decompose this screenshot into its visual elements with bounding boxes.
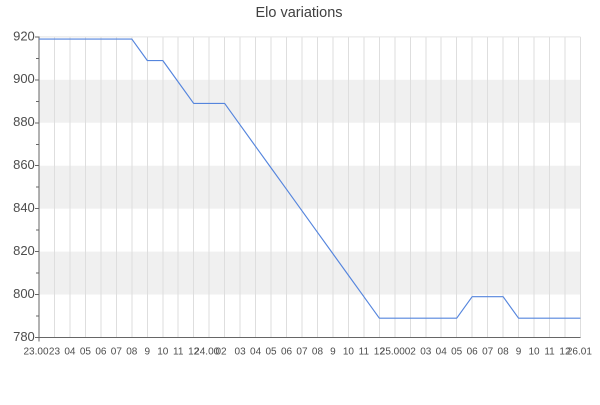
svg-text:08: 08 (312, 347, 324, 358)
svg-text:24.00: 24.00 (194, 347, 219, 358)
svg-text:840: 840 (13, 200, 35, 215)
svg-text:800: 800 (13, 286, 35, 301)
svg-text:780: 780 (13, 329, 35, 344)
svg-text:9: 9 (330, 347, 336, 358)
svg-text:11: 11 (544, 347, 555, 358)
svg-text:06: 06 (467, 347, 479, 358)
svg-text:03: 03 (235, 347, 247, 358)
svg-text:07: 07 (296, 347, 308, 358)
svg-text:05: 05 (80, 347, 92, 358)
svg-text:11: 11 (173, 347, 184, 358)
svg-text:08: 08 (126, 347, 138, 358)
svg-text:04: 04 (436, 347, 448, 358)
svg-text:26.01: 26.01 (567, 347, 592, 358)
svg-text:07: 07 (482, 347, 494, 358)
svg-text:12: 12 (374, 347, 386, 358)
svg-text:Elo variations: Elo variations (255, 5, 342, 21)
svg-text:25.00: 25.00 (380, 347, 405, 358)
svg-text:02: 02 (215, 347, 227, 358)
svg-text:10: 10 (528, 347, 540, 358)
svg-text:06: 06 (281, 347, 293, 358)
svg-text:9: 9 (516, 347, 522, 358)
svg-text:05: 05 (265, 347, 277, 358)
svg-text:820: 820 (13, 243, 35, 258)
svg-text:04: 04 (64, 347, 76, 358)
svg-text:11: 11 (359, 347, 370, 358)
svg-text:04: 04 (250, 347, 262, 358)
svg-text:880: 880 (13, 114, 35, 129)
svg-text:10: 10 (157, 347, 169, 358)
svg-text:23: 23 (49, 347, 61, 358)
svg-text:900: 900 (13, 71, 35, 86)
svg-text:07: 07 (111, 347, 123, 358)
svg-text:10: 10 (343, 347, 355, 358)
svg-text:23.00: 23.00 (23, 347, 48, 358)
svg-text:08: 08 (498, 347, 510, 358)
svg-text:12: 12 (559, 347, 571, 358)
svg-text:9: 9 (145, 347, 151, 358)
svg-text:860: 860 (13, 157, 35, 172)
svg-text:06: 06 (95, 347, 107, 358)
svg-text:02: 02 (405, 347, 417, 358)
svg-text:05: 05 (451, 347, 463, 358)
svg-text:12: 12 (188, 347, 200, 358)
svg-text:920: 920 (13, 28, 35, 43)
svg-text:03: 03 (420, 347, 432, 358)
